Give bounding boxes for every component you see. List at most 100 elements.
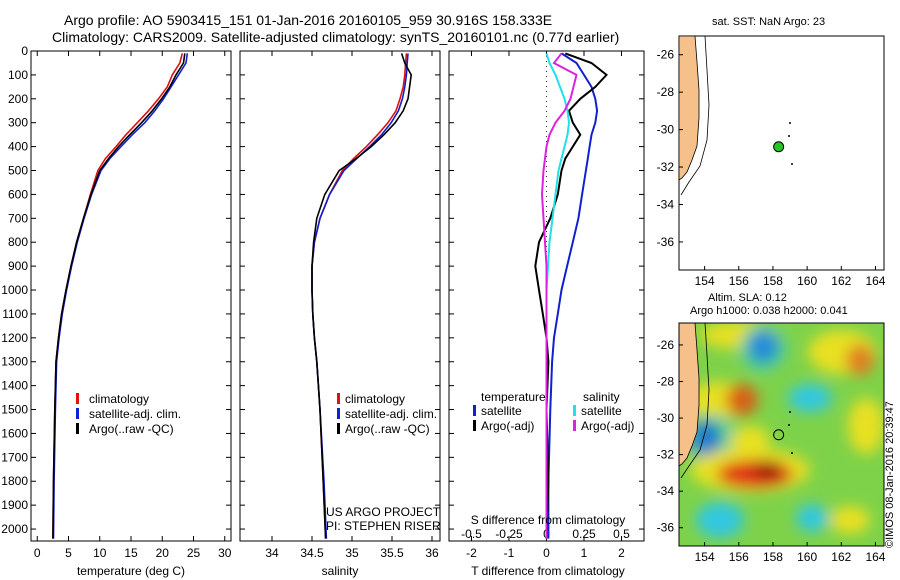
sst-map-coast-contour [680, 35, 710, 196]
salinity-xlabel: salinity [322, 564, 359, 578]
temperature-profile-chart: 0 5 10 15 20 25 300100200300400500600700800900… [1, 44, 231, 578]
project-line2: PI: STEPHEN RISER [326, 519, 441, 533]
ytick-label-16: 1600 [1, 426, 28, 440]
xtick-label-2: 10 [93, 546, 107, 560]
sla-blob-cyan-bottom [696, 502, 744, 538]
xtick-label-2: 35 [345, 546, 359, 560]
temperature-legend-label-0: climatology [89, 392, 149, 406]
map-xtick-label-3: 160 [797, 550, 817, 564]
temperature-legend-swatch-2 [76, 423, 79, 434]
xtick-label-1: 34.5 [300, 546, 324, 560]
temperature-legend-label-2: Argo(..raw -QC) [89, 422, 174, 436]
salinity-legend-label-1: satellite-adj. clim. [345, 407, 437, 421]
salinity-legend-swatch-0 [337, 393, 340, 404]
sla-blob-cyan-top [739, 324, 787, 372]
ytick-label-20: 2000 [1, 522, 28, 536]
map-ytick-label-4: -34 [657, 197, 675, 211]
difference-s-xlabel: S difference from climatology [471, 513, 626, 527]
xtick-label-3: 35.5 [380, 546, 404, 560]
s-xtick-label-4: 0.5 [613, 527, 630, 541]
map-ytick-label-2: -30 [657, 123, 675, 137]
difference-legend-label-2: satellite [581, 404, 622, 418]
map-ytick-label-5: -36 [657, 521, 675, 535]
ytick-label-13: 1300 [1, 355, 28, 369]
sst-map-land [678, 35, 700, 181]
map-xtick-label-2: 158 [763, 274, 783, 288]
sla-blob-cyan-mid [788, 384, 832, 412]
difference-legend-label-3: Argo(-adj) [581, 419, 634, 433]
difference-series-0 [547, 52, 599, 539]
xtick-label-0: 34 [265, 546, 279, 560]
temperature-legend-swatch-0 [76, 393, 79, 404]
ytick-label-14: 1400 [1, 379, 28, 393]
salinity-legend-swatch-1 [337, 408, 340, 419]
ytick-label-11: 1100 [2, 307, 28, 321]
sla-map-island-3 [791, 452, 793, 454]
salinity-series-2 [311, 53, 413, 539]
map-xtick-label-3: 160 [797, 274, 817, 288]
map-xtick-label-0: 154 [695, 274, 715, 288]
ytick-label-17: 1700 [1, 450, 28, 464]
ytick-label-3: 300 [8, 116, 28, 130]
sla-map-coast-contour [680, 323, 710, 479]
sla-blob-red-low [717, 460, 793, 488]
ytick-label-1: 100 [8, 68, 28, 82]
map-ytick-label-1: -28 [657, 374, 675, 388]
map-xtick-label-1: 156 [729, 550, 749, 564]
sla-blob-cyan-bottom2 [796, 504, 828, 532]
ytick-label-12: 1200 [1, 331, 28, 345]
sst-map-island-2 [788, 135, 790, 137]
salinity-profile-chart: 34 34.5 35 35.5 36 climatologysatellite-adj.… [239, 50, 441, 578]
difference-legend-label-0: satellite [481, 404, 522, 418]
difference-series-3 [540, 52, 578, 539]
imos-credit: ©IMOS 08-Jan-2016 20:39:47 [884, 401, 896, 548]
map-ytick-label-5: -36 [657, 235, 675, 249]
map-xtick-label-4: 162 [831, 274, 851, 288]
temperature-xlabel: temperature (deg C) [77, 564, 185, 578]
temperature-legend-swatch-1 [76, 408, 79, 419]
map-ytick-label-1: -28 [657, 85, 675, 99]
xtick-label-4: 20 [156, 546, 170, 560]
map-xtick-label-5: 164 [865, 550, 885, 564]
ytick-label-5: 500 [8, 164, 28, 178]
map-xtick-label-1: 156 [729, 274, 749, 288]
xtick-label-2: 0 [543, 546, 550, 560]
sla-blob-yellow-center [730, 426, 770, 454]
figure-title-line1: Argo profile: AO 5903415_151 01-Jan-2016… [64, 12, 553, 28]
difference-legend-swatch-0 [473, 405, 476, 416]
salinity-legend-label-2: Argo(..raw -QC) [345, 422, 430, 436]
map-xtick-label-2: 158 [763, 550, 783, 564]
map-ytick-label-4: -34 [657, 484, 675, 498]
ytick-label-2: 200 [8, 92, 28, 106]
s-xtick-label-0: -0.5 [461, 527, 482, 541]
sla-map-frame [678, 322, 885, 547]
ytick-label-6: 600 [8, 187, 28, 201]
ytick-label-15: 1500 [1, 403, 28, 417]
map-xtick-label-5: 164 [865, 274, 885, 288]
ytick-label-4: 400 [8, 140, 28, 154]
difference-legend-salinity-title: salinity [583, 390, 620, 404]
ytick-label-8: 800 [8, 235, 28, 249]
difference-t-xlabel: T difference from climatology [471, 564, 625, 578]
sst-map-island-3 [791, 163, 793, 165]
sla-blob-orange-right [846, 344, 874, 376]
xtick-label-4: 2 [618, 546, 625, 560]
sst-map-profile-marker [773, 141, 785, 153]
xtick-label-1: 5 [65, 546, 72, 560]
map-ytick-label-3: -32 [657, 448, 675, 462]
map-xtick-label-4: 162 [831, 550, 851, 564]
difference-legend-swatch-1 [473, 420, 476, 431]
xtick-label-1: -1 [504, 546, 515, 560]
xtick-label-3: 15 [124, 546, 138, 560]
temperature-legend-label-1: satellite-adj. clim. [89, 407, 181, 421]
xtick-label-4: 36 [425, 546, 439, 560]
sst-map-title: sat. SST: NaN Argo: 23 [712, 16, 826, 28]
sla-map-land [679, 323, 700, 467]
temperature-series-2 [52, 53, 186, 539]
map-ytick-label-0: -26 [657, 338, 675, 352]
salinity-legend-swatch-2 [337, 423, 340, 434]
sla-blob-orange-mid [726, 384, 758, 416]
ytick-label-19: 1900 [1, 498, 28, 512]
s-xtick-label-1: -0.25 [495, 527, 523, 541]
